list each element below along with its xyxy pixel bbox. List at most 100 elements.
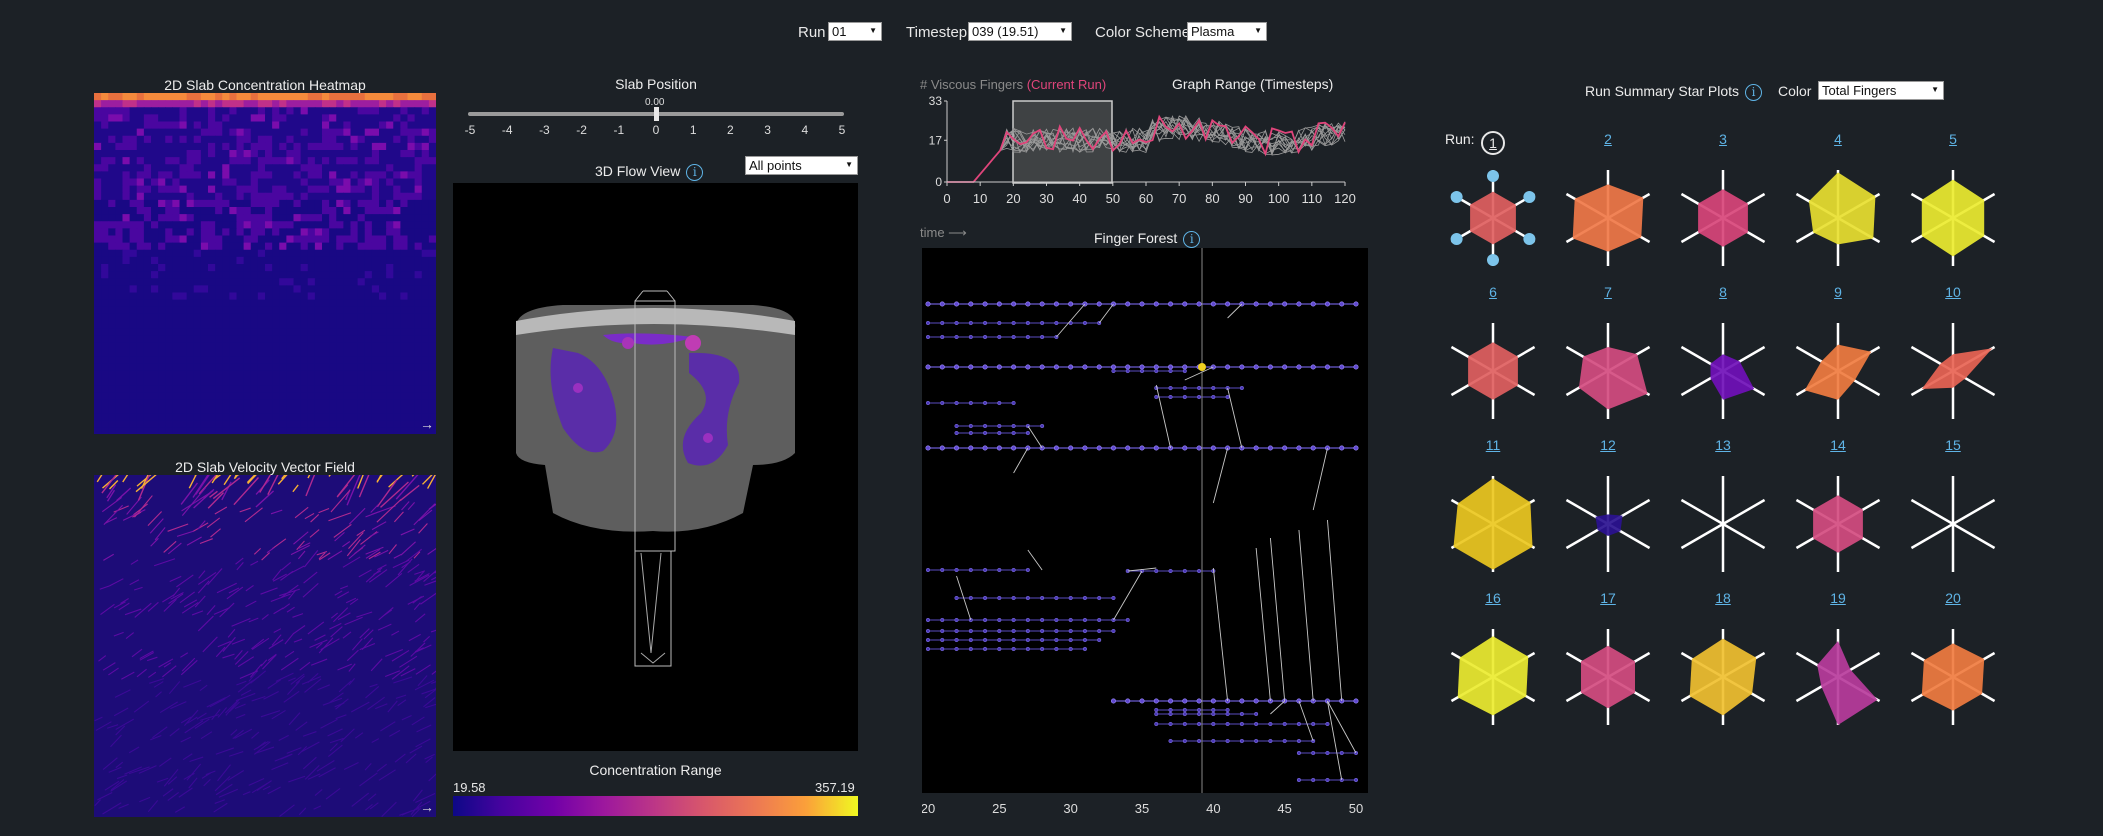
forest-node[interactable] (968, 301, 974, 307)
run-link-4[interactable]: 4 (1834, 131, 1842, 147)
forest-node[interactable] (996, 301, 1002, 307)
star-plot-run-8[interactable] (1668, 316, 1778, 426)
forest-node[interactable] (1097, 628, 1102, 634)
forest-node[interactable] (940, 617, 945, 623)
forest-node[interactable] (1068, 646, 1073, 652)
star-plot-run-14[interactable] (1783, 469, 1893, 579)
forest-node[interactable] (997, 628, 1002, 634)
forest-node[interactable] (1125, 698, 1131, 704)
forest-node[interactable] (1011, 320, 1016, 326)
forest-node[interactable] (954, 320, 959, 326)
forest-node[interactable] (1339, 445, 1345, 451)
forest-node[interactable] (925, 646, 931, 652)
forest-node[interactable] (1054, 320, 1059, 326)
forest-node[interactable] (1353, 777, 1359, 783)
forest-node[interactable] (997, 617, 1002, 623)
forest-node[interactable] (1011, 628, 1016, 634)
forest-node[interactable] (1068, 445, 1074, 451)
forest-node[interactable] (1182, 445, 1188, 451)
forest-node[interactable] (997, 430, 1002, 436)
forest-node[interactable] (1011, 646, 1016, 652)
forest-node[interactable] (1025, 646, 1030, 652)
forest-node[interactable] (1011, 567, 1016, 573)
forest-node[interactable] (1154, 721, 1159, 727)
run-link-8[interactable]: 8 (1719, 284, 1727, 300)
forest-node[interactable] (1239, 698, 1245, 704)
run-link-9[interactable]: 9 (1834, 284, 1842, 300)
forest-node[interactable] (1153, 445, 1159, 451)
run-link-12[interactable]: 12 (1600, 437, 1616, 453)
star-plot-run-11[interactable] (1438, 469, 1548, 579)
forest-node[interactable] (997, 423, 1002, 429)
forest-node[interactable] (940, 400, 945, 406)
star-plot-run-3[interactable] (1668, 163, 1778, 273)
forest-node[interactable] (1267, 364, 1273, 370)
forest-node[interactable] (1054, 637, 1059, 643)
star-axis-handle[interactable] (1523, 191, 1536, 203)
forest-node[interactable] (968, 646, 973, 652)
forest-node[interactable] (1296, 301, 1302, 307)
forest-node[interactable] (983, 423, 988, 429)
forest-node[interactable] (983, 617, 988, 623)
run-link-20[interactable]: 20 (1945, 590, 1961, 606)
forest-node[interactable] (1225, 394, 1230, 400)
forest-node[interactable] (1310, 445, 1316, 451)
forest-node[interactable] (1311, 721, 1316, 727)
forest-node[interactable] (997, 595, 1002, 601)
concentration-heatmap[interactable]: → (94, 93, 436, 434)
run-link-6[interactable]: 6 (1489, 284, 1497, 300)
forest-node[interactable] (1168, 711, 1173, 717)
forest-node[interactable] (925, 445, 931, 451)
star-plot-run-10[interactable] (1898, 316, 2008, 426)
forest-node[interactable] (1310, 364, 1316, 370)
forest-node[interactable] (1154, 711, 1159, 717)
forest-node[interactable] (1097, 637, 1102, 643)
forest-node[interactable] (1025, 637, 1030, 643)
forest-node[interactable] (1210, 364, 1216, 370)
forest-node[interactable] (996, 364, 1002, 370)
forest-node[interactable] (1125, 368, 1130, 374)
forest-node[interactable] (1011, 334, 1016, 340)
forest-node[interactable] (1082, 628, 1087, 634)
forest-node[interactable] (1039, 301, 1045, 307)
forest-node[interactable] (968, 430, 973, 436)
forest-node[interactable] (1082, 637, 1087, 643)
forest-node[interactable] (1211, 738, 1216, 744)
run-link-16[interactable]: 16 (1485, 590, 1501, 606)
forest-node[interactable] (968, 445, 974, 451)
forest-node[interactable] (1111, 595, 1116, 601)
forest-node[interactable] (1025, 595, 1030, 601)
forest-node[interactable] (1168, 364, 1174, 370)
forest-node[interactable] (1225, 364, 1231, 370)
forest-node[interactable] (968, 334, 973, 340)
forest-node[interactable] (997, 567, 1002, 573)
forest-node[interactable] (1197, 721, 1202, 727)
forest-node[interactable] (968, 320, 973, 326)
forest-node[interactable] (1111, 617, 1116, 623)
run-select[interactable]: 01 (828, 22, 882, 41)
forest-node[interactable] (1353, 364, 1359, 370)
forest-node[interactable] (1054, 628, 1059, 634)
finger-forest[interactable]: 20 25 30 35 40 45 50 (922, 248, 1368, 820)
forest-node[interactable] (1353, 301, 1359, 307)
forest-node[interactable] (1197, 394, 1202, 400)
forest-node[interactable] (983, 400, 988, 406)
forest-node[interactable] (1253, 445, 1259, 451)
flow-3d-view[interactable] (453, 183, 858, 751)
forest-node[interactable] (1168, 385, 1173, 391)
forest-node[interactable] (1196, 301, 1202, 307)
forest-node[interactable] (1182, 711, 1187, 717)
forest-node[interactable] (1139, 368, 1145, 374)
forest-node[interactable] (1011, 423, 1016, 429)
forest-node[interactable] (1011, 364, 1017, 370)
forest-node[interactable] (1082, 595, 1087, 601)
forest-node[interactable] (1096, 364, 1102, 370)
run-link-18[interactable]: 18 (1715, 590, 1731, 606)
forest-node[interactable] (1353, 698, 1359, 704)
forest-node[interactable] (1097, 617, 1102, 623)
forest-node[interactable] (1282, 738, 1287, 744)
forest-node[interactable] (1154, 707, 1159, 713)
forest-node[interactable] (1025, 364, 1031, 370)
forest-node[interactable] (1040, 637, 1045, 643)
forest-node[interactable] (954, 301, 960, 307)
